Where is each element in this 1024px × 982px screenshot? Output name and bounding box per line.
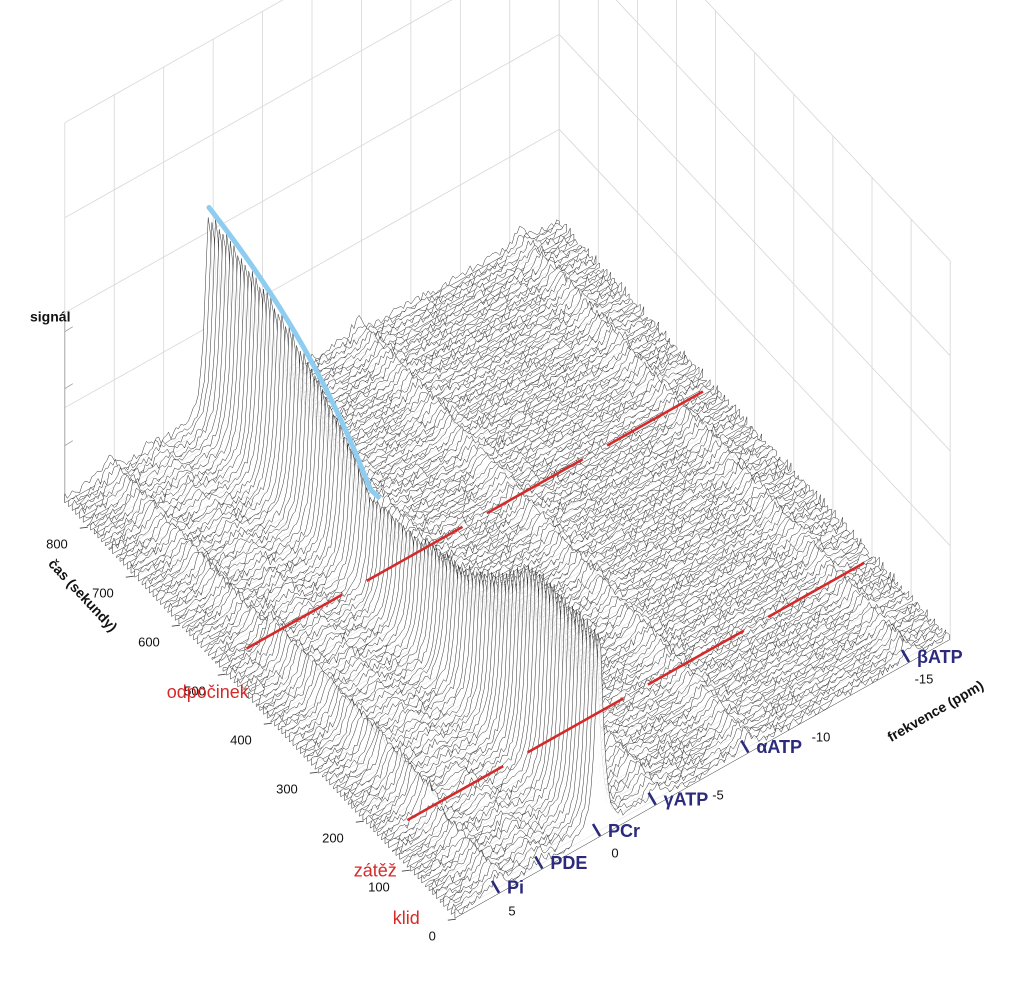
box-walls	[64, 0, 951, 641]
y-tick-label: 400	[230, 733, 252, 748]
x-tick-label: -15	[915, 671, 934, 686]
wall-line	[615, 0, 951, 357]
peak-marker	[534, 855, 544, 870]
spectrum	[197, 359, 692, 645]
peak-label: βATP	[917, 647, 963, 667]
spectrum	[252, 416, 748, 703]
y-tick-label: 700	[92, 586, 114, 601]
y-tick	[309, 771, 318, 774]
peak-marker	[740, 739, 750, 754]
peak-label: PCr	[608, 821, 640, 841]
y-tick-label: 100	[368, 880, 390, 895]
y-tick	[125, 575, 134, 578]
wall-line	[64, 128, 560, 409]
wall-line	[64, 0, 453, 219]
peak-label: Pi	[507, 878, 524, 898]
phase-label: odpočinek	[167, 682, 250, 702]
peak-label: γATP	[664, 789, 709, 809]
y-tick-label: 600	[138, 635, 160, 650]
peak-marker	[900, 649, 911, 663]
phase-boundary	[245, 386, 711, 650]
x-tick-label: -10	[812, 729, 831, 744]
x-tick-label: 5	[508, 903, 515, 918]
y-tick	[79, 526, 88, 529]
z-axis-tick	[64, 326, 74, 333]
peak-label: αATP	[756, 737, 802, 757]
x-axis-label: frekvence (ppm)	[885, 677, 987, 745]
spectrum	[248, 414, 744, 700]
spectra	[64, 217, 950, 919]
wall-line	[64, 0, 284, 124]
spectrum	[263, 429, 759, 715]
y-tick	[171, 624, 180, 627]
peak-marker	[647, 792, 657, 806]
z-axis-label: signál	[30, 309, 70, 325]
phase-boundary	[406, 557, 872, 822]
y-tick	[263, 722, 272, 725]
y-tick-label: 500	[184, 684, 206, 699]
y-tick-label: 300	[276, 782, 298, 797]
wall-line	[704, 0, 951, 262]
y-tick	[217, 673, 226, 676]
phase-label: klid	[393, 908, 420, 928]
peak-marker	[591, 823, 602, 837]
y-tick-label: 200	[322, 831, 344, 846]
x-tick-label: -5	[712, 787, 724, 802]
y-tick	[401, 869, 410, 872]
spectrum	[208, 368, 703, 656]
wall-line	[558, 129, 951, 547]
phase-label: zátěž	[354, 860, 397, 880]
peak-marker	[490, 880, 501, 894]
z-axis-tick	[64, 383, 74, 390]
x-tick-label: 0	[611, 845, 618, 860]
pcr-highlight	[206, 205, 381, 500]
y-tick-label: 800	[46, 537, 68, 552]
peak-label: PDE	[550, 853, 587, 873]
y-tick	[355, 820, 364, 823]
z-axis-tick	[64, 440, 74, 447]
y-tick-label: 0	[429, 929, 436, 944]
wall-line	[64, 33, 560, 314]
overlay: 0 100 200 300 400 500 600 700 800 5 0 -5 -10 -15 Pi PDE…	[45, 205, 987, 944]
wall-line	[558, 34, 951, 452]
y-tick	[447, 918, 456, 921]
